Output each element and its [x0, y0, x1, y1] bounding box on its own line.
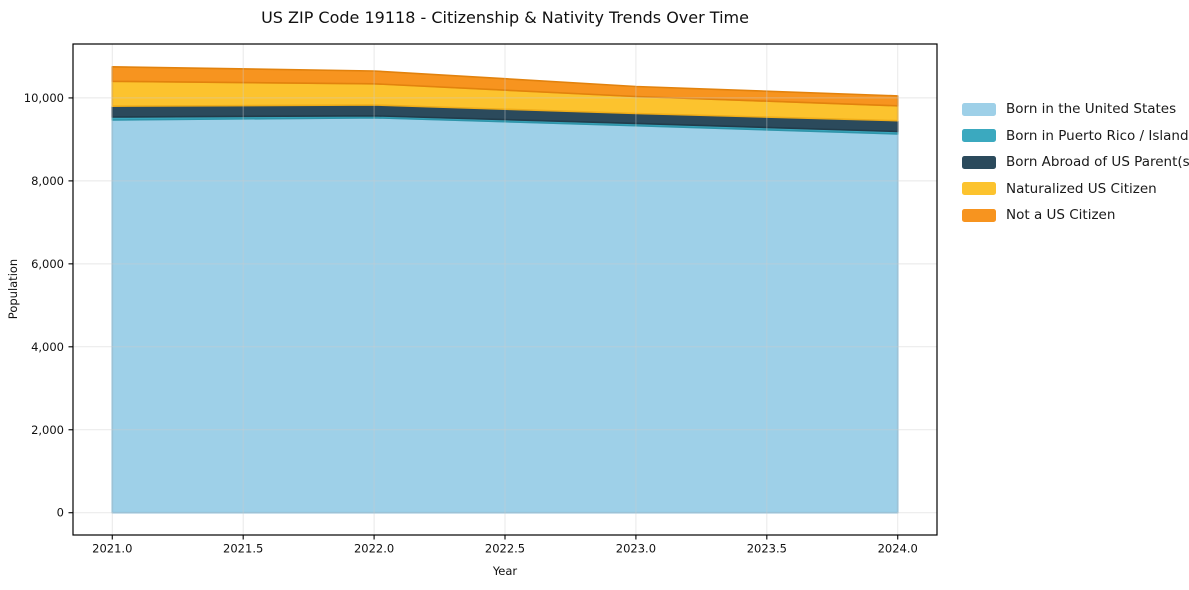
legend-label: Born in the United States: [1006, 101, 1177, 117]
x-tick-label: 2021.5: [223, 542, 263, 556]
legend-swatch-icon: [962, 102, 996, 116]
area-series-not-a-us-citizen: [111, 66, 899, 107]
legend-item-born-abroad-of-us-parent-s: Born Abroad of US Parent(s): [962, 154, 1189, 170]
legend-swatch-icon: [962, 208, 996, 222]
x-tick-label: 2021.0: [92, 542, 132, 556]
y-axis-label: Population: [6, 258, 20, 320]
legend-swatch-icon: [962, 155, 996, 169]
chart-title: US ZIP Code 19118 - Citizenship & Nativi…: [261, 8, 749, 27]
legend-label: Not a US Citizen: [1006, 207, 1116, 223]
legend: Born in the United States Born in Puerto …: [962, 101, 1189, 223]
legend-item-born-in-the-united-states: Born in the United States: [962, 101, 1189, 117]
x-tick-label: 2023.5: [747, 542, 787, 556]
y-tick-label: 10,000: [24, 91, 64, 105]
y-tick-label: 4,000: [31, 340, 64, 354]
legend-label: Born Abroad of US Parent(s): [1006, 154, 1189, 170]
y-tick-label: 8,000: [31, 174, 64, 188]
legend-label: Naturalized US Citizen: [1006, 180, 1157, 197]
x-tick-label: 2022.5: [485, 542, 525, 556]
x-tick-label: 2023.0: [616, 542, 656, 556]
legend-label: Born in Puerto Rico / Islands: [1006, 127, 1189, 144]
y-tick-label: 0: [57, 506, 64, 520]
x-tick-label: 2022.0: [354, 542, 394, 556]
x-tick-label: 2024.0: [878, 542, 918, 556]
legend-item-not-a-us-citizen: Not a US Citizen: [962, 207, 1189, 223]
legend-item-born-in-puerto-rico-islands: Born in Puerto Rico / Islands: [962, 128, 1189, 144]
y-tick-label: 2,000: [31, 423, 64, 437]
legend-swatch-icon: [962, 182, 996, 195]
legend-swatch-icon: [962, 129, 996, 142]
y-tick-label: 6,000: [31, 257, 64, 271]
x-axis-label: Year: [492, 564, 518, 578]
legend-item-naturalized-us-citizen: Naturalized US Citizen: [962, 181, 1189, 197]
